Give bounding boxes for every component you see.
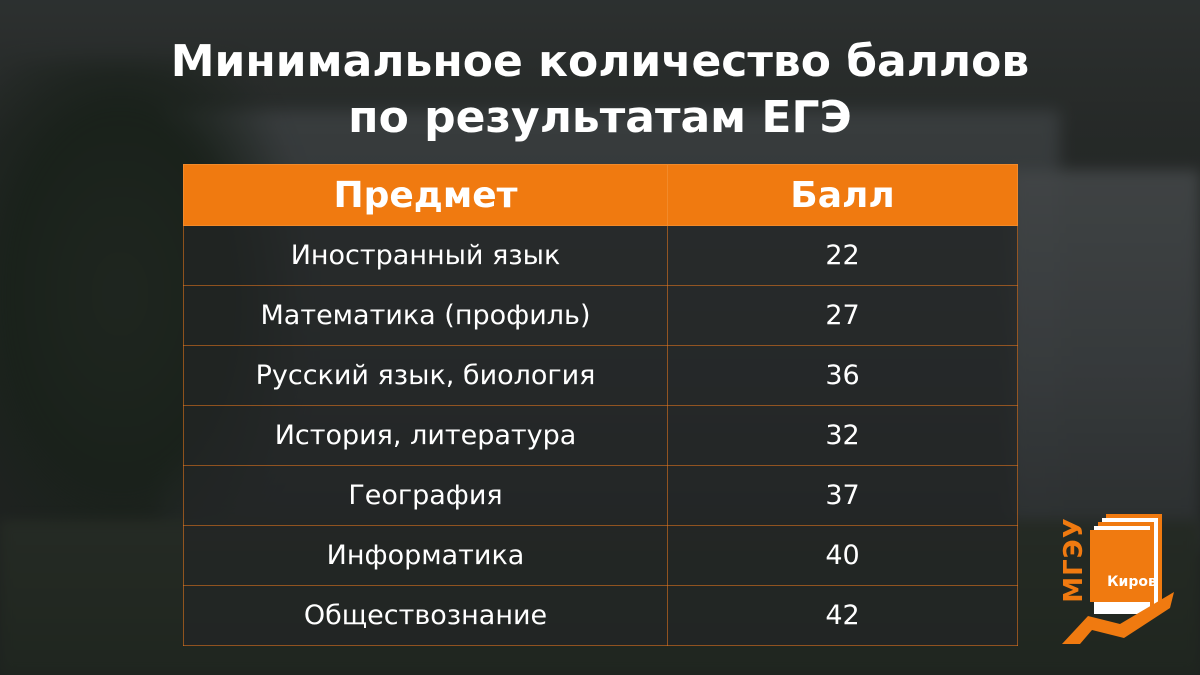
score-cell: 42 xyxy=(667,585,1018,646)
table-row: Русский язык, биология 36 xyxy=(183,345,1018,406)
score-cell: 36 xyxy=(667,345,1018,406)
score-cell: 32 xyxy=(667,405,1018,466)
logo-city: Киров xyxy=(1107,574,1157,590)
column-header-score: Балл xyxy=(667,164,1018,226)
table-row: Иностранный язык 22 xyxy=(183,225,1018,286)
university-logo: МГЭУ Киров xyxy=(1058,508,1180,648)
subject-cell: Информатика xyxy=(183,525,668,586)
subject-cell: Математика (профиль) xyxy=(183,285,668,346)
table-row: История, литература 32 xyxy=(183,405,1018,466)
subject-cell: Иностранный язык xyxy=(183,225,668,286)
column-header-subject: Предмет xyxy=(183,164,668,226)
score-cell: 40 xyxy=(667,525,1018,586)
page-title: Минимальное количество баллов по результ… xyxy=(0,34,1200,146)
score-cell: 37 xyxy=(667,465,1018,526)
score-cell: 22 xyxy=(667,225,1018,286)
book-icon xyxy=(1062,514,1174,644)
table-header-row: Предмет Балл xyxy=(183,164,1018,226)
logo-name: МГЭУ xyxy=(1059,517,1090,603)
table-row: Обществознание 42 xyxy=(183,585,1018,646)
table-row: Математика (профиль) 27 xyxy=(183,285,1018,346)
page-title-line-1: Минимальное количество баллов xyxy=(170,36,1030,87)
subject-cell: Обществознание xyxy=(183,585,668,646)
score-cell: 27 xyxy=(667,285,1018,346)
subject-cell: История, литература xyxy=(183,405,668,466)
subject-cell: География xyxy=(183,465,668,526)
table-row: Информатика 40 xyxy=(183,525,1018,586)
table-row: География 37 xyxy=(183,465,1018,526)
subject-cell: Русский язык, биология xyxy=(183,345,668,406)
page-title-line-2: по результатам ЕГЭ xyxy=(348,92,852,143)
scores-table: Предмет Балл Иностранный язык 22 Математ… xyxy=(183,164,1018,646)
